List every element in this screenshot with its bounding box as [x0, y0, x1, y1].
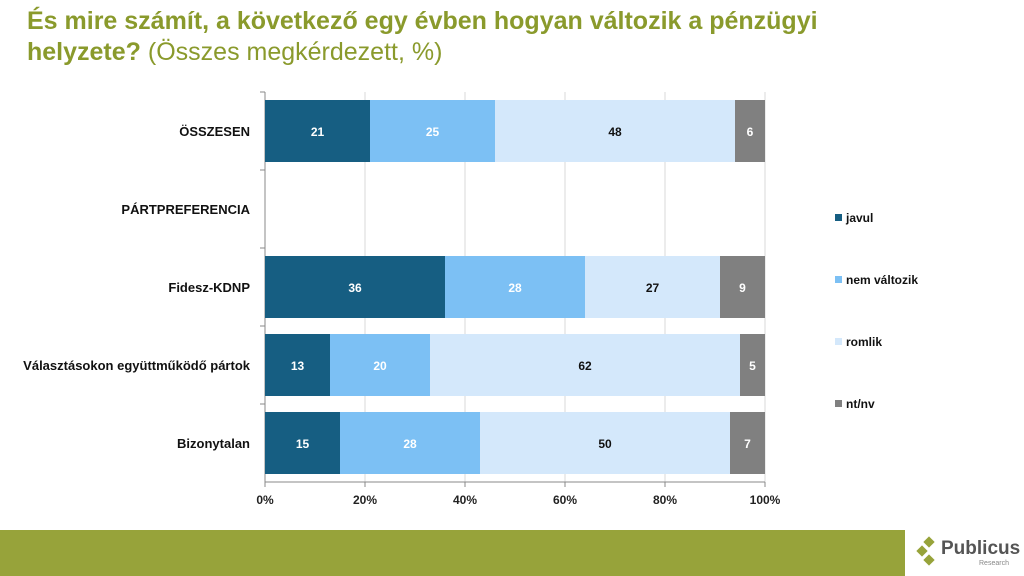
- bar-segment-nem-v-ltozik: [445, 256, 585, 318]
- data-label: 25: [426, 125, 440, 139]
- stacked-bar-chart: 0% 20% 40% 60% 80% 100% ÖSSZESEN 21 25 48 6 PÁRTPRE…: [23, 91, 918, 507]
- data-label: 50: [598, 437, 612, 451]
- bar-segment-romlik: [585, 256, 720, 318]
- logo-diamonds-icon: [916, 536, 935, 566]
- x-tick-label: 80%: [653, 493, 677, 507]
- data-label: 28: [508, 281, 522, 295]
- bar-segment-nt-nv: [720, 256, 765, 318]
- bar-segment-romlik: [495, 100, 735, 162]
- data-label: 6: [747, 125, 754, 139]
- bar-segment-javul: [265, 334, 330, 396]
- category-label: PÁRTPREFERENCIA: [121, 202, 250, 217]
- logo-name: Publicus: [941, 538, 1021, 559]
- legend-label: nem változik: [846, 273, 918, 287]
- legend-swatch: [835, 338, 842, 345]
- data-label: 21: [311, 125, 325, 139]
- bar-segment-romlik: [430, 334, 740, 396]
- data-label: 62: [578, 359, 592, 373]
- bar-segment-nt-nv: [735, 100, 765, 162]
- bar-segment-nt-nv: [730, 412, 765, 474]
- data-label: 28: [403, 437, 417, 451]
- bar-segment-javul: [265, 412, 340, 474]
- data-label: 5: [749, 359, 756, 373]
- category-label: Választásokon együttműködő pártok: [23, 358, 251, 373]
- legend-swatch: [835, 276, 842, 283]
- footer-band: [0, 530, 905, 576]
- publicus-logo: Publicus Research: [915, 536, 1024, 572]
- data-label: 36: [348, 281, 362, 295]
- category-label: Bizonytalan: [177, 436, 250, 451]
- data-label: 7: [744, 437, 751, 451]
- x-tick-label: 60%: [553, 493, 577, 507]
- data-label: 48: [608, 125, 622, 139]
- x-tick-label: 20%: [353, 493, 377, 507]
- legend-swatch: [835, 400, 842, 407]
- category-label: ÖSSZESEN: [179, 124, 250, 139]
- bar-segment-nt-nv: [740, 334, 765, 396]
- bar-segment-nem-v-ltozik: [330, 334, 430, 396]
- bar-segment-romlik: [480, 412, 730, 474]
- x-tick-label: 100%: [750, 493, 781, 507]
- legend-swatch: [835, 214, 842, 221]
- data-label: 15: [296, 437, 310, 451]
- chart-title: És mire számít, a következő egy évben ho…: [27, 6, 927, 68]
- title-main: És mire számít, a következő egy évben ho…: [27, 7, 818, 66]
- data-label: 20: [373, 359, 387, 373]
- bar-segment-nem-v-ltozik: [340, 412, 480, 474]
- data-label: 13: [291, 359, 305, 373]
- bar-segment-javul: [265, 256, 445, 318]
- title-subtitle: (Összes megkérdezett, %): [147, 38, 443, 66]
- legend-label: javul: [845, 211, 873, 225]
- data-label: 27: [646, 281, 660, 295]
- data-label: 9: [739, 281, 746, 295]
- bar-segment-javul: [265, 100, 370, 162]
- legend-label: nt/nv: [846, 397, 875, 411]
- bar-segment-nem-v-ltozik: [370, 100, 495, 162]
- legend-label: romlik: [846, 335, 882, 349]
- x-tick-label: 40%: [453, 493, 477, 507]
- category-label: Fidesz-KDNP: [168, 280, 250, 295]
- x-tick-label: 0%: [256, 493, 274, 507]
- logo-tagline: Research: [979, 560, 1009, 567]
